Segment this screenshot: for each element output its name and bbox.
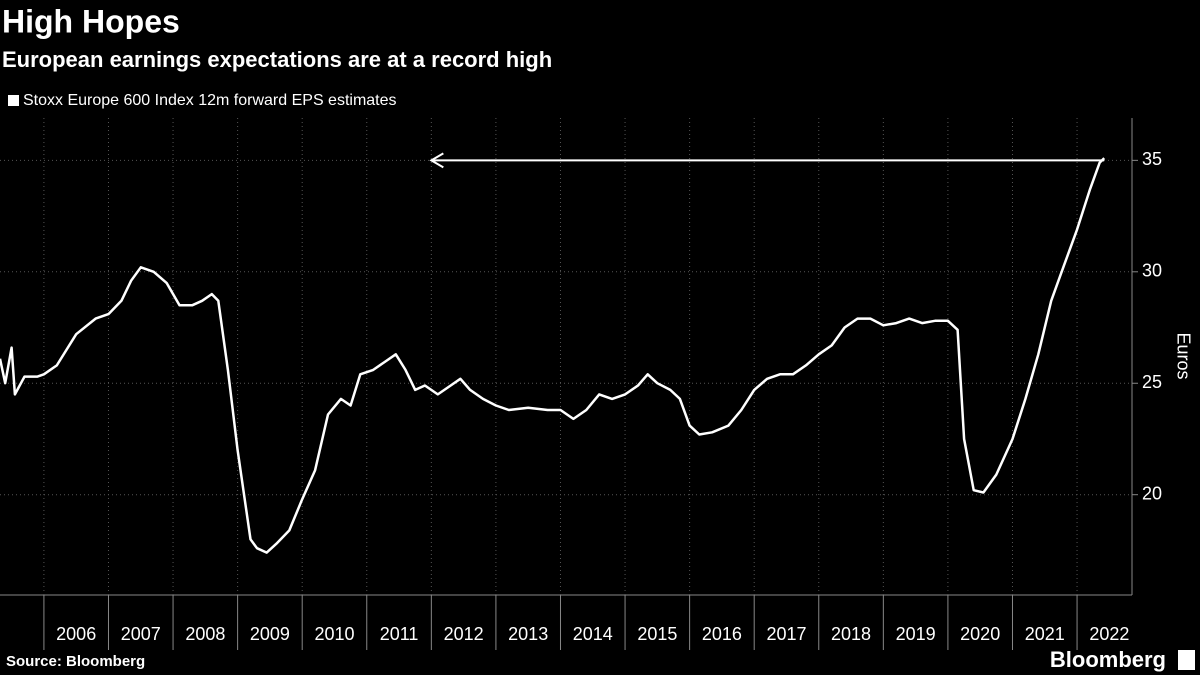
brand: Bloomberg bbox=[1050, 647, 1166, 672]
y-tick-label: 25 bbox=[1142, 372, 1162, 392]
x-tick-label: 2016 bbox=[702, 624, 742, 644]
source: Source: Bloomberg bbox=[6, 653, 145, 670]
x-tick-label: 2021 bbox=[1025, 624, 1065, 644]
x-tick-label: 2009 bbox=[250, 624, 290, 644]
x-tick-label: 2017 bbox=[766, 624, 806, 644]
y-tick-label: 20 bbox=[1142, 483, 1162, 503]
x-tick-label: 2010 bbox=[314, 624, 354, 644]
x-tick-label: 2013 bbox=[508, 624, 548, 644]
x-tick-label: 2007 bbox=[121, 624, 161, 644]
annotation-arrowhead bbox=[429, 152, 444, 169]
x-tick-label: 2020 bbox=[960, 624, 1000, 644]
x-tick-label: 2022 bbox=[1089, 624, 1129, 644]
x-tick-label: 2015 bbox=[637, 624, 677, 644]
legend-label: Stoxx Europe 600 Index 12m forward EPS e… bbox=[23, 92, 397, 109]
data-line bbox=[0, 157, 1106, 554]
x-tick-label: 2019 bbox=[896, 624, 936, 644]
y-tick-label: 35 bbox=[1142, 149, 1162, 169]
x-tick-label: 2012 bbox=[444, 624, 484, 644]
x-tick-label: 2006 bbox=[56, 624, 96, 644]
x-tick-label: 2008 bbox=[185, 624, 225, 644]
x-tick-label: 2011 bbox=[380, 624, 419, 644]
y-axis-label: Euros bbox=[1173, 332, 1193, 379]
x-tick-label: 2018 bbox=[831, 624, 871, 644]
legend-swatch bbox=[8, 95, 19, 106]
x-tick-label: 2014 bbox=[573, 624, 613, 644]
y-tick-label: 30 bbox=[1142, 261, 1162, 281]
chart-title: High Hopes bbox=[2, 3, 180, 39]
chart-subtitle: European earnings expectations are at a … bbox=[2, 47, 552, 72]
brand-icon bbox=[1178, 650, 1195, 670]
